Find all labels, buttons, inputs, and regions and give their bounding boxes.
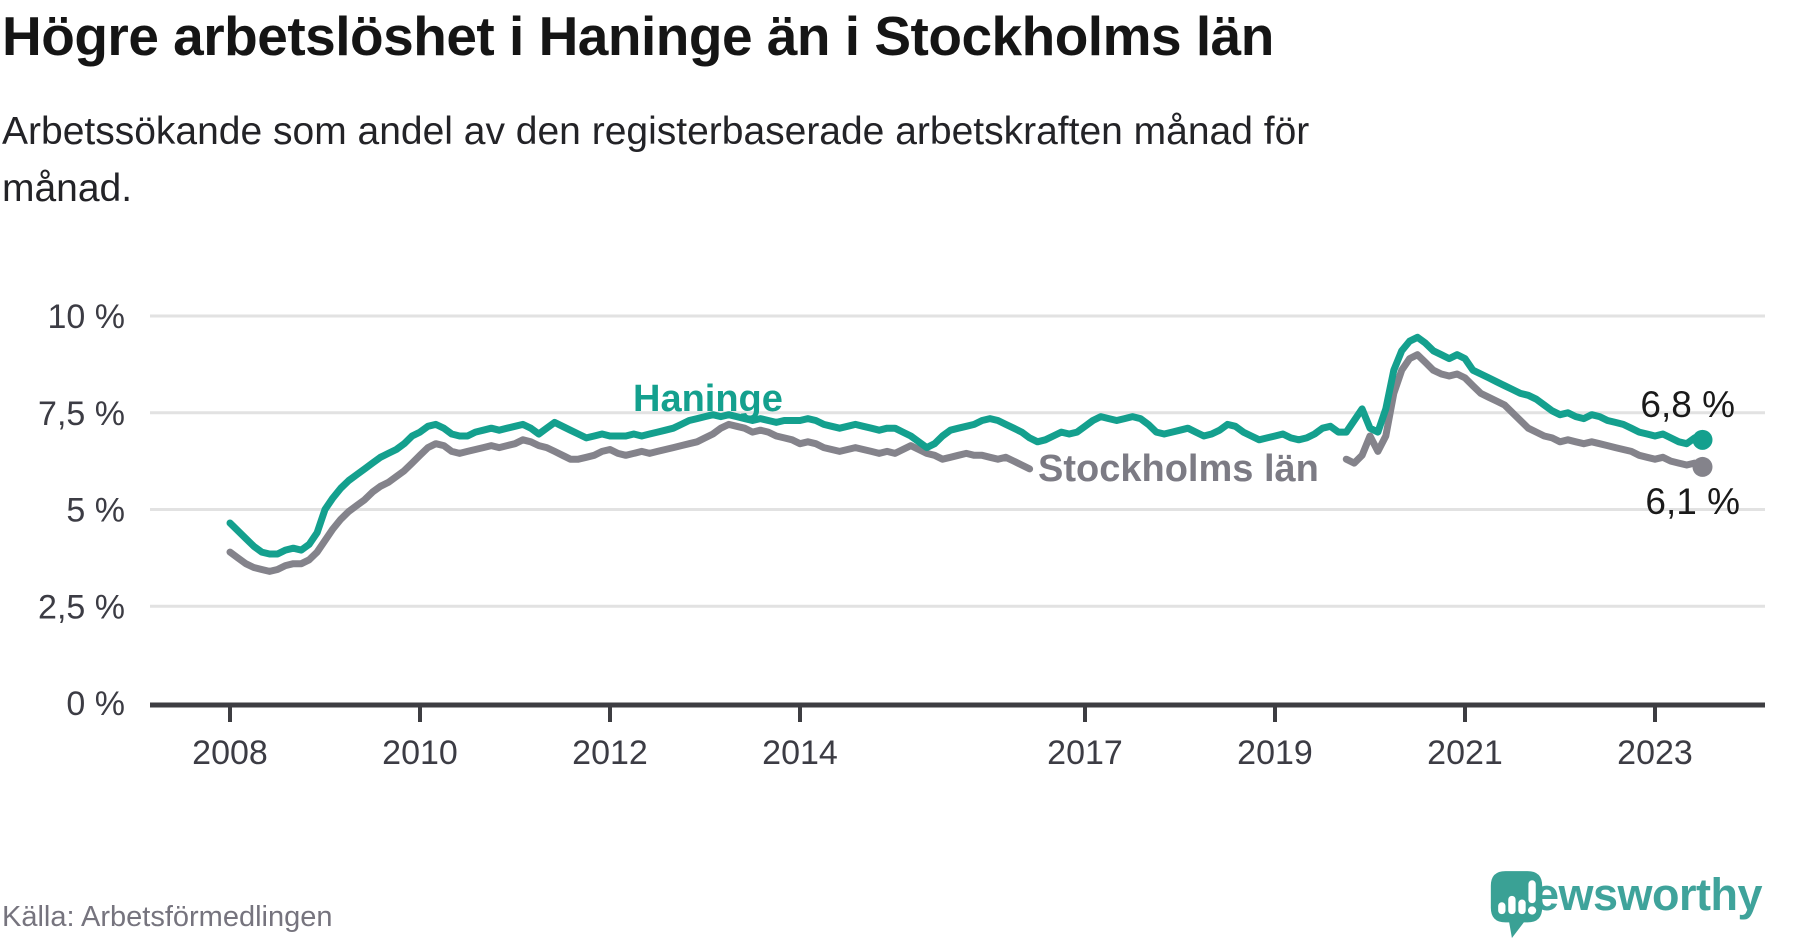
x-tick-label: 2010 xyxy=(382,734,458,772)
end-value-label-stockholms-lan: 6,1 % xyxy=(1645,481,1740,522)
page-title: Högre arbetslöshet i Haninge än i Stockh… xyxy=(2,5,1274,67)
newsworthy-wordmark: Newsworthy xyxy=(1502,869,1763,920)
y-tick-label: 2,5 % xyxy=(38,588,125,626)
haninge-end-dot xyxy=(1692,429,1713,450)
x-tick-label: 2012 xyxy=(572,734,648,772)
haninge-line xyxy=(226,333,1706,558)
y-tick-label: 5 % xyxy=(66,492,125,530)
x-tick-label: 2021 xyxy=(1427,734,1503,772)
end-value-label-haninge: 6,8 % xyxy=(1640,384,1735,425)
y-tick-label: 10 % xyxy=(48,298,126,336)
stockholm-line xyxy=(226,420,1034,575)
y-tick-label: 7,5 % xyxy=(38,395,125,433)
chart-subtitle-line1: Arbetssökande som andel av den registerb… xyxy=(2,110,1310,153)
chart-subtitle-line2: månad. xyxy=(2,166,133,210)
stockholm-end-dot xyxy=(1692,456,1713,477)
series-label-haninge: Haninge xyxy=(633,378,783,420)
x-tick-label: 2017 xyxy=(1047,734,1123,772)
x-tick-label: 2023 xyxy=(1617,734,1693,772)
chart-subtitle: Arbetssökande som andel av den registerb… xyxy=(2,104,1502,217)
stockholm-line xyxy=(1342,351,1706,471)
y-tick-label: 0 % xyxy=(66,685,125,723)
series-label-stockholms-lan: Stockholms län xyxy=(1038,448,1319,490)
x-tick-label: 2008 xyxy=(192,734,268,772)
newsworthy-brand: Newsworthy xyxy=(1489,869,1763,938)
source-note: Källa: Arbetsförmedlingen xyxy=(2,901,333,933)
x-tick-label: 2014 xyxy=(762,734,838,772)
x-tick-label: 2019 xyxy=(1237,734,1313,772)
